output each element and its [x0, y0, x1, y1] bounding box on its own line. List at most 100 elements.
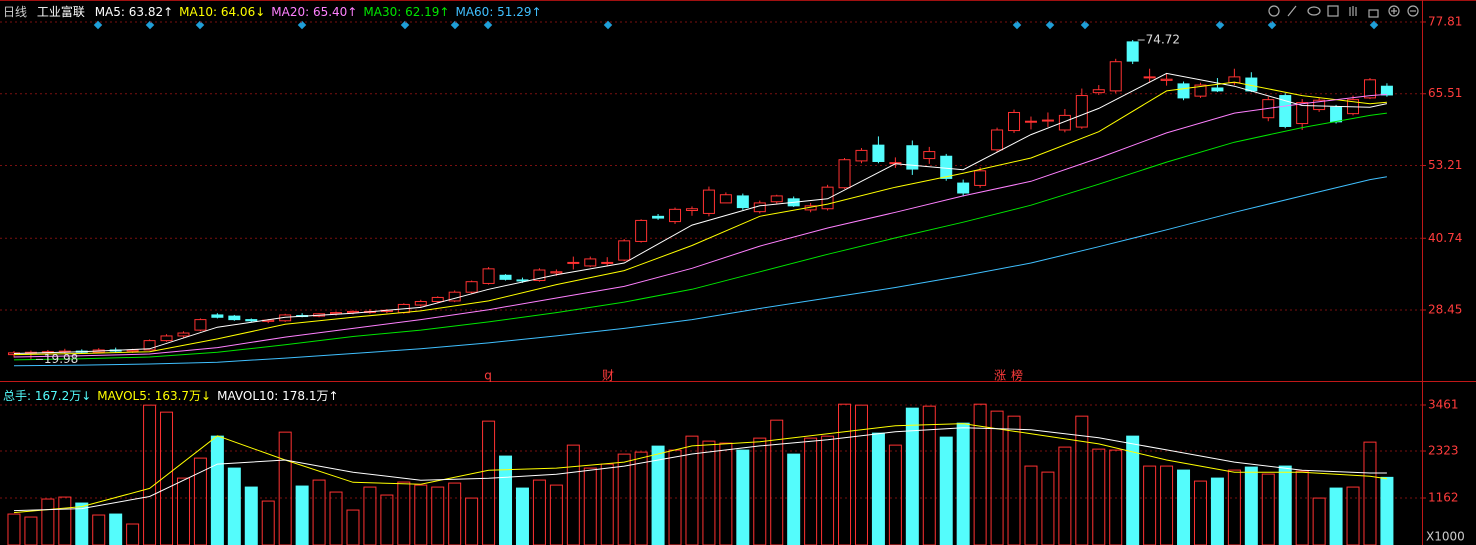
- candle-body: [872, 144, 885, 162]
- candle-body: [618, 240, 631, 261]
- candle-body: [685, 208, 698, 212]
- volume-legend: 总手: 167.2万↓ MAVOL5: 163.7万↓ MAVOL10: 178.1…: [3, 387, 345, 404]
- y-tick-label: 40.74: [1428, 231, 1462, 245]
- volume-bar: [176, 477, 190, 545]
- candle-body: [567, 261, 580, 264]
- candle-body: [635, 219, 648, 242]
- candle-body: [584, 258, 597, 267]
- candle-body: [770, 195, 783, 203]
- legend-entry: MA20: 65.40↑: [271, 5, 358, 19]
- volume-bar: [905, 407, 919, 545]
- volume-bar: [973, 403, 987, 545]
- volume-bar: [549, 484, 563, 545]
- candle-body: [1313, 99, 1326, 111]
- volume-bar: [329, 491, 343, 545]
- volume-bar: [854, 404, 868, 545]
- legend-entry: MAVOL10: 178.1万↑: [217, 389, 339, 403]
- view-icon[interactable]: [1307, 6, 1321, 16]
- event-marker[interactable]: [297, 20, 307, 30]
- volume-bar: [210, 435, 224, 545]
- legend-entry: MA60: 51.29↑: [455, 5, 542, 19]
- candle-body: [1092, 89, 1105, 94]
- y-tick-label: 1162: [1428, 490, 1459, 504]
- volume-bar: [804, 437, 818, 545]
- candle-body: [736, 195, 749, 209]
- volume-bar: [143, 404, 157, 545]
- settings-icon[interactable]: [1268, 5, 1280, 17]
- candle-body: [194, 319, 207, 331]
- candle-body: [974, 170, 987, 186]
- candle-body: [1211, 87, 1224, 92]
- candle-body: [1058, 114, 1071, 131]
- volume-bar: [871, 432, 885, 545]
- candle-body: [1160, 78, 1173, 81]
- window-icon[interactable]: [1327, 5, 1339, 17]
- zoom-out-icon[interactable]: [1407, 5, 1419, 17]
- note: q: [484, 369, 492, 383]
- volume-bar: [295, 485, 309, 545]
- high-label: 74.72: [1146, 33, 1180, 47]
- y-tick-label: 65.51: [1428, 86, 1462, 100]
- price-legend: 日线 工业富联 MA5: 63.82↑ MA10: 64.06↓ MA20: 65.…: [3, 3, 548, 20]
- volume-bar: [1363, 441, 1377, 545]
- y-tick-label: 77.81: [1428, 14, 1462, 28]
- y-tick-label: 3461: [1428, 397, 1459, 411]
- candle-body: [1330, 106, 1343, 123]
- volume-bar: [1227, 469, 1241, 545]
- volume-bar: [75, 502, 89, 545]
- volume-bar: [92, 514, 106, 545]
- volume-bar: [753, 437, 767, 545]
- note: 榜: [1011, 368, 1023, 383]
- candle-body: [855, 149, 868, 162]
- candle-body: [499, 274, 512, 280]
- candle-body: [1177, 83, 1190, 99]
- volume-bar: [346, 509, 360, 545]
- volume-bar: [770, 419, 784, 545]
- volume-bar: [1210, 477, 1224, 545]
- ma-line: [13, 427, 1387, 512]
- candle-body: [957, 182, 970, 194]
- event-marker[interactable]: [400, 20, 410, 30]
- volume-bar: [414, 484, 428, 545]
- volume-bar: [787, 453, 801, 545]
- volume-bar: [397, 481, 411, 545]
- lock-icon[interactable]: [1368, 9, 1379, 18]
- volume-bar: [380, 494, 394, 545]
- volume-bar: [888, 444, 902, 545]
- volume-bar: [448, 482, 462, 545]
- candle-body: [669, 208, 682, 223]
- volume-bar: [1041, 471, 1055, 545]
- ma-line: [13, 112, 1387, 361]
- y-tick-label: 28.45: [1428, 302, 1462, 316]
- candle-body: [245, 319, 258, 322]
- volume-bar: [1329, 487, 1343, 545]
- volume-bar: [244, 486, 258, 545]
- candle-body: [1143, 76, 1156, 79]
- draw-icon[interactable]: [1287, 5, 1297, 17]
- candle-body: [923, 151, 936, 160]
- y-tick-label: 53.21: [1428, 158, 1462, 172]
- ma-line: [13, 176, 1387, 367]
- volume-bar: [838, 403, 852, 545]
- candle-body: [1075, 95, 1088, 128]
- volume-bar: [109, 513, 123, 545]
- candle-body: [991, 129, 1004, 151]
- event-marker[interactable]: [483, 20, 493, 30]
- candle-body: [1041, 119, 1054, 122]
- volume-bar: [532, 479, 546, 545]
- legend-entry: 总手: 167.2万↓: [3, 389, 92, 403]
- candle-body: [1109, 61, 1122, 92]
- hand-icon[interactable]: [1349, 6, 1357, 16]
- volume-bar: [1278, 465, 1292, 545]
- ma-line: [13, 81, 1387, 356]
- candle-body: [465, 281, 478, 293]
- volume-bar: [482, 420, 496, 545]
- event-marker[interactable]: [450, 20, 460, 30]
- period: 日线: [3, 5, 28, 19]
- legend-entry: MAVOL5: 163.7万↓: [97, 389, 212, 403]
- stock-name: 工业富联: [36, 5, 85, 19]
- candle-body: [211, 314, 224, 318]
- ma-line: [13, 72, 1388, 354]
- zoom-in-icon[interactable]: [1388, 5, 1400, 17]
